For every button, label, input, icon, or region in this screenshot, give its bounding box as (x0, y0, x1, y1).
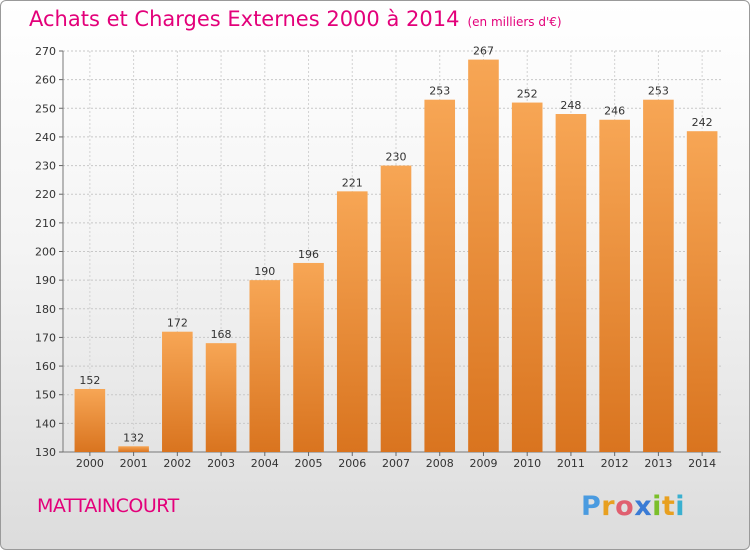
data-label: 230 (386, 151, 407, 164)
data-label: 267 (473, 45, 494, 58)
data-label: 132 (123, 431, 144, 444)
bar-2004 (249, 280, 281, 452)
data-label: 196 (298, 248, 319, 261)
bar-2008 (424, 99, 456, 452)
x-tick-label: 2012 (601, 457, 629, 470)
y-tick-label: 140 (35, 417, 56, 430)
proxiti-logo: Proxiti (581, 491, 685, 522)
x-tick-label: 2014 (688, 457, 716, 470)
bar-2007 (380, 165, 412, 453)
x-tick-label: 2011 (557, 457, 585, 470)
x-tick-label: 2006 (338, 457, 366, 470)
data-label: 242 (692, 116, 713, 129)
y-tick-label: 170 (35, 331, 56, 344)
title-unit: (en milliers d'€) (467, 15, 562, 29)
x-tick-label: 2010 (513, 457, 541, 470)
data-label: 248 (560, 99, 581, 112)
bar-2014 (686, 131, 718, 452)
y-tick-label: 230 (35, 160, 56, 173)
data-label: 152 (79, 374, 100, 387)
y-tick-label: 250 (35, 102, 56, 115)
x-tick-label: 2008 (426, 457, 454, 470)
bar-2002 (162, 331, 193, 452)
y-tick-label: 240 (35, 131, 56, 144)
y-tick-label: 220 (35, 188, 56, 201)
place-name: MATTAINCOURT (37, 495, 179, 517)
y-tick-label: 150 (35, 389, 56, 402)
y-tick-label: 130 (35, 446, 56, 459)
bar-2010 (511, 102, 543, 453)
bar-2009 (468, 59, 499, 452)
x-tick-label: 2013 (644, 457, 672, 470)
bar-2005 (293, 262, 324, 452)
logo-letter: P (581, 491, 602, 522)
bar-2000 (74, 388, 106, 452)
data-label: 168 (211, 328, 232, 341)
x-tick-label: 2000 (76, 457, 104, 470)
title-text: Achats et Charges Externes 2000 à 2014 (29, 7, 460, 31)
y-tick-label: 200 (35, 246, 56, 259)
data-label: 221 (342, 176, 363, 189)
bar-2006 (336, 191, 368, 452)
y-tick-label: 180 (35, 303, 56, 316)
logo-letter: i (652, 491, 662, 522)
x-tick-label: 2001 (120, 457, 148, 470)
logo-letter: t (661, 491, 676, 522)
logo-letter: x (634, 491, 653, 522)
logo-letter: r (601, 491, 616, 522)
bar-2011 (555, 114, 587, 452)
y-tick-label: 160 (35, 360, 56, 373)
y-tick-label: 260 (35, 74, 56, 87)
data-label: 246 (604, 105, 625, 118)
x-tick-label: 2005 (295, 457, 323, 470)
bar-2012 (599, 119, 630, 452)
bar-2013 (643, 99, 674, 452)
x-tick-label: 2003 (207, 457, 235, 470)
bar-2001 (118, 446, 149, 452)
y-tick-label: 190 (35, 274, 56, 287)
x-tick-label: 2007 (382, 457, 410, 470)
data-label: 172 (167, 317, 188, 330)
logo-letter: i (675, 491, 686, 522)
y-tick-label: 270 (35, 45, 56, 58)
data-label: 190 (254, 265, 275, 278)
data-label: 252 (517, 88, 538, 101)
logo-letter: o (615, 491, 635, 522)
x-tick-label: 2004 (251, 457, 279, 470)
chart-title: Achats et Charges Externes 2000 à 2014 (e… (29, 7, 562, 31)
data-label: 253 (648, 85, 669, 98)
x-tick-label: 2009 (469, 457, 497, 470)
x-tick-label: 2002 (163, 457, 191, 470)
data-label: 253 (429, 85, 450, 98)
y-tick-label: 210 (35, 217, 56, 230)
bar-2003 (205, 343, 237, 452)
